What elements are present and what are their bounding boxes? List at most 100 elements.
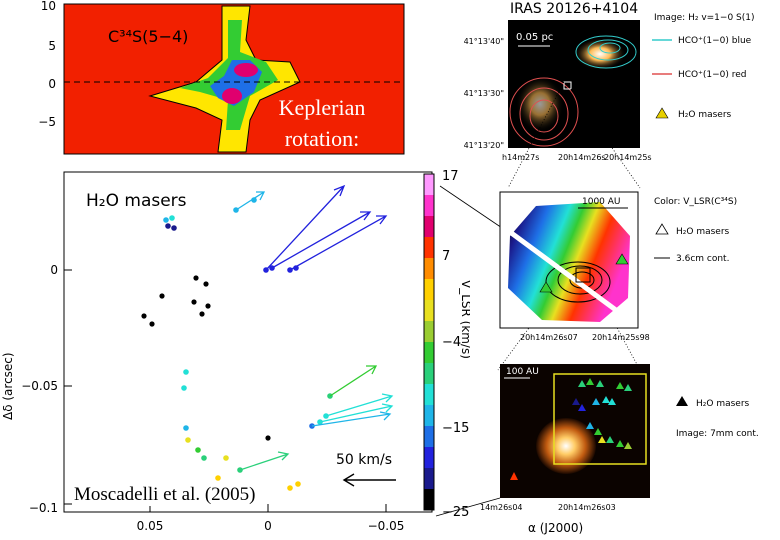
colorbar-tick: 7 — [442, 249, 450, 264]
maser-spots-black — [141, 275, 271, 441]
maser-ytick: −0.1 — [29, 501, 58, 515]
maser-xtick: 0.05 — [137, 519, 164, 533]
maser-triangle — [608, 398, 616, 405]
maser-triangle — [586, 422, 594, 429]
mid-legend-triangle — [655, 223, 669, 235]
iras-legend-blue: HCO⁺(1−0) blue — [678, 36, 752, 46]
iras-legend-red: HCO⁺(1−0) red — [678, 70, 747, 80]
maser-triangle — [578, 380, 586, 387]
keplerian-overlay: Keplerian rotation: — [278, 95, 366, 151]
colorbar-tick: −4 — [442, 335, 461, 350]
maser-triangle — [592, 398, 600, 405]
maser-scale-arrow — [342, 473, 396, 487]
iras-scale-label: 0.05 pc — [516, 32, 553, 43]
continuum-scale-label: 100 AU — [506, 367, 539, 377]
maser-ytick: −0.05 — [21, 379, 58, 393]
colorbar-segment — [424, 363, 434, 385]
colorbar-segment — [424, 384, 434, 406]
pv-ytick: 5 — [48, 39, 56, 53]
maser-triangle — [624, 442, 632, 449]
maser-triangle — [596, 380, 604, 387]
hco-red-contours — [509, 77, 579, 147]
colorbar-segment — [424, 237, 434, 259]
pv-slice-line — [508, 229, 626, 319]
mid-maser-triangle — [539, 281, 553, 293]
iras-legend-masers: H₂O masers — [678, 110, 732, 120]
colorbar-segment — [424, 216, 434, 238]
maser-title: H₂O masers — [86, 191, 187, 211]
maser-triangle — [606, 436, 614, 443]
maser-scale-label: 50 km/s — [336, 452, 392, 468]
iras-dec-tick: 41°13'40" — [464, 37, 504, 46]
velocity-map-disk — [508, 202, 630, 322]
colorbar-segment — [424, 447, 434, 469]
colorbar-tick: −15 — [442, 421, 469, 436]
colorbar-segment — [424, 300, 434, 322]
pv-peak-north — [234, 63, 258, 77]
mid-ra-tick: 20h14m25s98 — [592, 333, 650, 342]
maser-triangle — [578, 404, 586, 411]
pv-ytick: 0 — [48, 77, 56, 91]
continuum-ra-tick: 20h14m26s03 — [558, 503, 616, 512]
mid-legend-cont: 3.6cm cont. — [676, 254, 729, 264]
pv-diagram-panel: C³⁴S(5−4) 10 5 0 −5 — [38, 0, 405, 155]
maser-panel: H₂O masers Δδ (arcsec) 0 −0.05 −0.1 0.05… — [1, 169, 470, 533]
colorbar-segment — [424, 489, 434, 511]
colorbar-segment — [424, 405, 434, 427]
maser-triangle — [594, 428, 602, 435]
maser-triangle — [624, 384, 632, 391]
continuum-zoom-box — [553, 373, 647, 465]
colorbar-tick: 17 — [442, 169, 459, 184]
continuum-legend-triangle — [676, 396, 688, 406]
iras-legend-image: Image: H₂ v=1−0 S(1) — [654, 13, 755, 23]
hco-blue-contours — [575, 35, 637, 69]
maser-velocity-vectors — [235, 184, 394, 471]
pv-molecule-label: C³⁴S(5−4) — [108, 27, 188, 46]
mid-legend-color: Color: V_LSR(C³⁴S) — [654, 197, 737, 207]
mid-ra-tick: 20h14m26s07 — [520, 333, 578, 342]
iras-ra-tick: 20h14m25s — [604, 153, 652, 162]
iras-zoom-box — [563, 81, 572, 90]
iras-title: IRAS 20126+4104 — [510, 1, 638, 17]
iras-dec-tick: 41°13'20" — [464, 141, 504, 150]
maser-xtick: 0 — [264, 519, 272, 533]
colorbar-segment — [424, 468, 434, 490]
cm-continuum-contours — [545, 261, 611, 303]
pv-ytick: 10 — [41, 0, 56, 13]
maser-plot-frame — [63, 171, 433, 513]
continuum-maser-triangles — [572, 378, 632, 449]
bottom-connector — [435, 497, 501, 517]
maser-ytick: 0 — [50, 263, 58, 277]
colorbar-segment — [424, 342, 434, 364]
credit-label: Moscadelli et al. (2005) — [72, 484, 258, 506]
pv-slice-connector — [439, 185, 509, 233]
continuum-legend-masers: H₂O masers — [696, 399, 750, 409]
continuum-panel: 100 AU 14m26s04 20h14m26s03 α (J2000) H₂… — [480, 364, 759, 535]
maser-triangle — [598, 436, 606, 443]
iras-dec-tick: 41°13'30" — [464, 89, 504, 98]
iras-panel: IRAS 20126+4104 0.05 pc 41°13'40" 41°13'… — [464, 1, 755, 162]
pv-peak-south — [222, 88, 242, 104]
iras-legend-maser-triangle — [655, 107, 669, 119]
maser-triangle — [602, 396, 610, 403]
iras-ra-tick: h14m27s — [502, 153, 539, 162]
h2-emission-south — [516, 76, 564, 132]
colorbar-segment — [424, 195, 434, 217]
colorbar-segment — [424, 279, 434, 301]
velocity-map-panel: 1000 AU 20h14m26s07 20h14m25s98 Color: V… — [499, 191, 737, 342]
continuum-ra-tick: 14m26s04 — [480, 503, 523, 512]
maser-triangle — [616, 440, 624, 447]
colorbar-segment — [424, 426, 434, 448]
mid-maser-triangle — [615, 253, 629, 265]
maser-triangle — [572, 398, 580, 405]
mid-zoom-box — [575, 267, 591, 283]
mm-source — [536, 418, 596, 474]
colorbar-segment — [424, 258, 434, 280]
maser-xtick: −0.05 — [368, 519, 405, 533]
maser-triangle — [616, 382, 624, 389]
h2-emission-north — [574, 38, 626, 70]
continuum-xlabel: α (J2000) — [528, 521, 583, 535]
mid-legend-masers: H₂O masers — [676, 227, 730, 237]
colorbar-label: V_LSR (km/s) — [459, 280, 470, 359]
maser-triangle — [586, 378, 594, 385]
